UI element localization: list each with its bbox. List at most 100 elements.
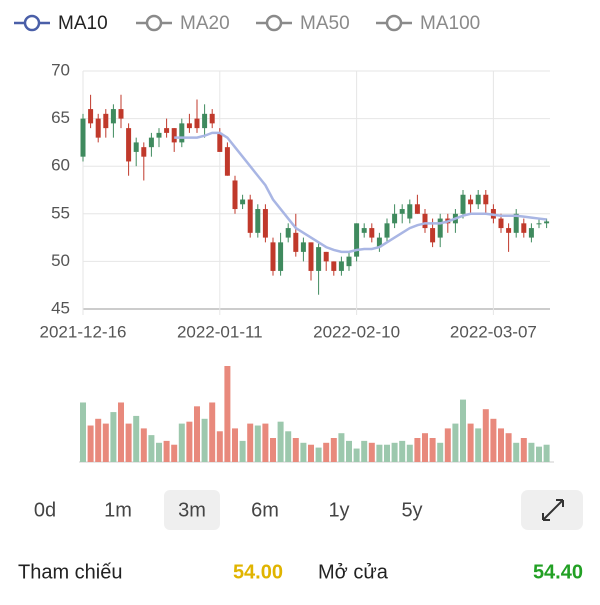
candle-body (278, 242, 284, 271)
ma-line (174, 131, 547, 254)
candle-body (544, 221, 550, 224)
volume-bar (102, 423, 109, 462)
volume-bar (171, 444, 178, 462)
legend-label[interactable]: MA100 (420, 13, 480, 34)
candle-body (293, 232, 299, 252)
volume-bar (482, 409, 489, 462)
volume-bar (156, 442, 162, 462)
legend-label[interactable]: MA50 (300, 13, 350, 34)
volume-bar (292, 438, 299, 462)
range-button[interactable]: 3m (178, 499, 206, 521)
volume-bar (330, 438, 337, 462)
candle-body (156, 132, 162, 138)
volume-bar (194, 406, 200, 462)
range-button[interactable]: 0d (34, 499, 56, 521)
candle-body (392, 213, 398, 224)
candle-body (460, 194, 466, 214)
volume-bar (346, 440, 352, 462)
volume-bar (437, 442, 444, 462)
candle-body (247, 199, 253, 233)
volume-bar (444, 428, 451, 462)
x-tick-label: 2021-12-16 (40, 322, 127, 341)
candle-body (506, 228, 512, 233)
candle-body (80, 118, 86, 157)
candle-body (202, 113, 208, 129)
candle-body (338, 261, 344, 271)
candle-body (422, 213, 428, 229)
candle-body (133, 142, 139, 152)
quote-value: 54.40 (533, 561, 583, 583)
y-tick-label: 55 (51, 203, 70, 222)
range-button[interactable]: 1m (104, 499, 132, 521)
candle-body (255, 209, 261, 233)
volume-bar (262, 423, 269, 462)
volume-bar (315, 447, 322, 462)
volume-bar (384, 444, 390, 462)
candle-body (300, 242, 306, 252)
x-tick-label: 2022-03-07 (450, 322, 537, 341)
candle-body (430, 228, 436, 243)
candle-body (308, 242, 314, 271)
y-tick-label: 50 (51, 251, 70, 270)
volume-bar (224, 366, 231, 462)
volume-bar (353, 448, 360, 462)
volume-bar (254, 425, 261, 462)
volume-bar (475, 428, 482, 462)
legend-label[interactable]: MA10 (58, 13, 108, 34)
volume-bar (490, 418, 497, 462)
candle-body (285, 228, 291, 238)
candle-body (240, 199, 246, 205)
candle-body (513, 213, 519, 233)
volume-bar (543, 444, 550, 462)
candle-body (171, 128, 177, 143)
volume-bar (133, 415, 140, 462)
candle-body (323, 251, 329, 262)
legend-icon-circle (23, 14, 41, 32)
volume-bar (232, 428, 238, 462)
volume-bar (376, 444, 383, 462)
volume-bar (467, 423, 474, 462)
legend-label[interactable]: MA20 (180, 13, 230, 34)
candle-body (194, 118, 200, 129)
candle-body (437, 218, 443, 238)
volume-bar (186, 421, 193, 462)
volume-bar (361, 440, 368, 462)
volume-bar (95, 418, 102, 462)
volume-bar (406, 444, 413, 462)
candle-body (468, 199, 474, 205)
volume-bar (528, 442, 535, 462)
y-tick-label: 70 (51, 60, 70, 79)
candle-body (88, 109, 94, 124)
volume-bar (300, 442, 307, 462)
volume-bar (505, 433, 512, 462)
volume-bar (498, 428, 504, 462)
candle-body (483, 194, 489, 205)
candle-body (95, 118, 101, 138)
volume-bar (399, 440, 406, 462)
legend-icon-circle (265, 14, 283, 32)
volume-bar (414, 438, 421, 462)
candle-body (103, 113, 109, 129)
quote-value: 54.00 (233, 561, 283, 583)
candle-body (209, 113, 215, 124)
volume-bar (239, 440, 246, 462)
volume-bar (338, 433, 345, 462)
candle-body (475, 194, 481, 205)
volume-bar (277, 421, 284, 462)
volume-bar (140, 428, 147, 462)
candle-body (316, 247, 322, 271)
volume-bar (323, 442, 330, 462)
volume-bar (110, 412, 117, 462)
candle-body (217, 132, 223, 152)
volume-bar (118, 402, 124, 462)
range-button[interactable]: 5y (401, 499, 422, 521)
y-tick-label: 65 (51, 108, 70, 127)
volume-bar (125, 423, 132, 462)
range-button[interactable]: 1y (328, 499, 349, 521)
x-tick-label: 2022-01-11 (177, 322, 263, 341)
volume-bar (308, 444, 314, 462)
range-button[interactable]: 6m (251, 499, 279, 521)
volume-bar (429, 438, 436, 462)
volume-bar (87, 425, 94, 462)
